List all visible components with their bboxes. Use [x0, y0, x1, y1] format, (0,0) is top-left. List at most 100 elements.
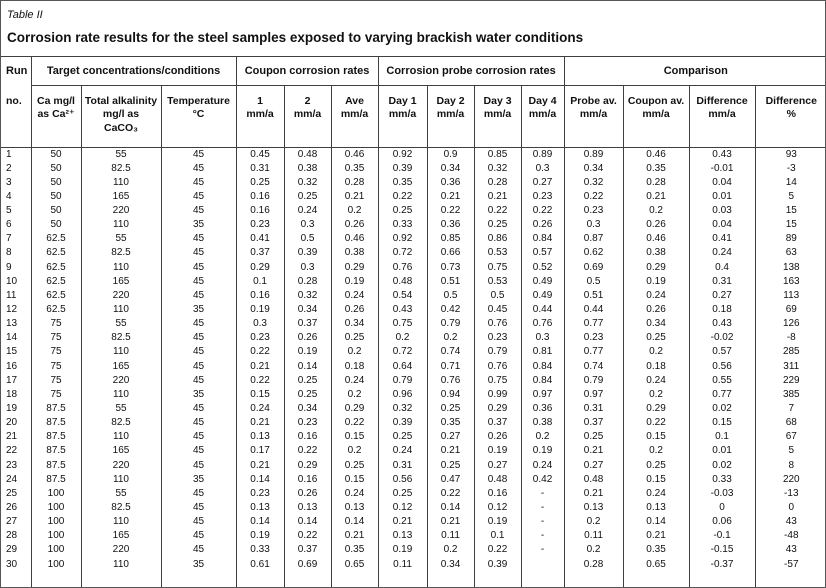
value-cell: 62.5: [30, 246, 82, 261]
value-cell: 165: [80, 529, 162, 544]
value-cell: -0.1: [688, 529, 756, 544]
value-cell: 0.16: [283, 472, 332, 487]
value-cell: 0.16: [473, 486, 522, 501]
column-header-ca: Ca mg/l as Ca²⁺: [31, 84, 82, 148]
table-row: 20 87.5 82.5 45 0.21 0.23 0.22 0.39 0.35 0.37 0.38…: [1, 416, 825, 431]
value-cell: 0.52: [520, 260, 565, 275]
run-number-cell: 27: [1, 515, 32, 530]
value-cell: 43: [754, 543, 825, 558]
value-cell: 0.25: [330, 458, 379, 473]
spacer-cell: [473, 571, 522, 587]
value-cell: 110: [80, 302, 162, 318]
value-cell: 0.37: [235, 246, 285, 261]
value-cell: 0.96: [377, 387, 428, 402]
value-cell: 0.26: [622, 218, 690, 233]
value-cell: 100: [30, 557, 82, 572]
value-cell: 0.76: [473, 359, 522, 374]
header-sub-row: Ca mg/l as Ca²⁺ Total alkalinity mg/l as…: [1, 84, 825, 148]
value-cell: 0.34: [426, 557, 475, 572]
value-cell: 110: [80, 175, 162, 190]
value-cell: 0.28: [283, 274, 332, 289]
value-cell: 0.32: [473, 161, 522, 176]
value-cell: 0.22: [473, 543, 522, 558]
column-header-run: Run no.: [1, 57, 32, 148]
value-cell: 0.66: [426, 246, 475, 261]
value-cell: 0.34: [330, 317, 379, 332]
value-cell: 0.29: [473, 401, 522, 417]
value-cell: 0.62: [563, 246, 624, 261]
value-cell: 0.37: [283, 317, 332, 332]
value-cell: 50: [30, 203, 82, 219]
value-cell: 0.2: [330, 345, 379, 360]
value-cell: 0.34: [622, 317, 690, 332]
value-cell: 0.43: [377, 302, 428, 318]
value-cell: 0.35: [330, 161, 379, 176]
value-cell: -: [520, 515, 565, 530]
run-number-cell: 11: [1, 288, 32, 303]
value-cell: 0.13: [563, 500, 624, 516]
run-number-cell: 8: [1, 246, 32, 261]
value-cell: 0.39: [283, 246, 332, 261]
value-cell: 110: [80, 387, 162, 402]
value-cell: 0.3: [235, 317, 285, 332]
value-cell: 0.25: [622, 458, 690, 473]
value-cell: 165: [80, 359, 162, 374]
value-cell: 0.3: [563, 218, 624, 233]
table-body: 1 50 55 45 0.45 0.48 0.46 0.92 0.9 0.85 0.89 0.89 0.…: [1, 147, 825, 587]
value-cell: 0.75: [473, 260, 522, 275]
value-cell: 0.44: [563, 302, 624, 318]
value-cell: 0.24: [377, 444, 428, 459]
value-cell: 220: [80, 458, 162, 473]
run-number-cell: 28: [1, 529, 32, 544]
value-cell: 45: [160, 331, 237, 346]
value-cell: 0.92: [377, 232, 428, 247]
value-cell: 0.31: [563, 401, 624, 417]
value-cell: 0.27: [426, 430, 475, 445]
table-row: 30 100 110 35 0.61 0.69 0.65 0.11 0.34 0.39 0.28 0.…: [1, 557, 825, 572]
value-cell: 0.34: [283, 302, 332, 318]
value-cell: 0: [688, 500, 756, 516]
spacer-cell: [80, 571, 162, 587]
table-row: 29 100 220 45 0.33 0.37 0.35 0.19 0.2 0.22-0.2 0.3…: [1, 543, 825, 558]
run-number-cell: 25: [1, 486, 32, 501]
table-row: 24 87.5 110 35 0.14 0.16 0.15 0.56 0.47 0.48 0.42 0…: [1, 472, 825, 487]
value-cell: 0.57: [688, 345, 756, 360]
column-header-coupon-ave: Ave mm/a: [330, 84, 379, 148]
run-number-cell: 24: [1, 472, 32, 487]
value-cell: 45: [160, 189, 237, 204]
value-cell: 138: [754, 260, 825, 275]
run-number-cell: 3: [1, 175, 32, 190]
value-cell: 0.39: [377, 161, 428, 176]
value-cell: 0.25: [622, 331, 690, 346]
run-number-cell: 22: [1, 444, 32, 459]
value-cell: 0.14: [426, 500, 475, 516]
value-cell: 75: [30, 331, 82, 346]
value-cell: 0.84: [520, 359, 565, 374]
value-cell: 0.2: [330, 203, 379, 219]
value-cell: 0.46: [330, 147, 379, 162]
spacer-cell: [160, 571, 237, 587]
value-cell: 0.23: [520, 189, 565, 204]
value-cell: 45: [160, 147, 237, 162]
value-cell: 0.29: [622, 401, 690, 417]
value-cell: 0.23: [563, 203, 624, 219]
value-cell: 0.55: [688, 373, 756, 388]
table-row: 5 50 220 45 0.16 0.24 0.2 0.25 0.22 0.22 0.22 0.23 0…: [1, 203, 825, 219]
value-cell: 0.76: [377, 260, 428, 275]
value-cell: 0.18: [688, 302, 756, 318]
value-cell: -: [520, 500, 565, 516]
value-cell: 45: [160, 486, 237, 501]
value-cell: 0.35: [622, 543, 690, 558]
value-cell: 0.15: [688, 416, 756, 431]
value-cell: 0.28: [330, 175, 379, 190]
value-cell: 0.16: [283, 430, 332, 445]
value-cell: 0.33: [235, 543, 285, 558]
value-cell: 15: [754, 203, 825, 219]
table-row: 26 100 82.5 45 0.13 0.13 0.13 0.12 0.14 0.12-0.13…: [1, 500, 825, 516]
column-header-difference-pct: Difference %: [754, 84, 825, 148]
value-cell: 14: [754, 175, 825, 190]
value-cell: 0.19: [235, 302, 285, 318]
value-cell: 0.11: [426, 529, 475, 544]
value-cell: 0.13: [330, 500, 379, 516]
value-cell: 0.43: [688, 317, 756, 332]
